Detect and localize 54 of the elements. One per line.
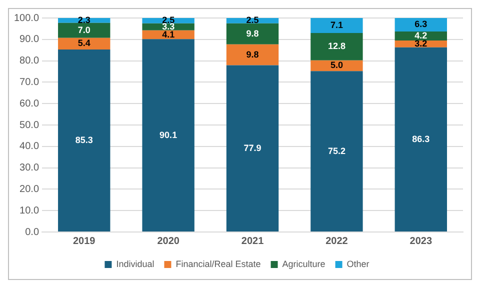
x-tick-label: 2020 xyxy=(157,236,180,247)
legend-label: Individual xyxy=(116,258,154,269)
x-tick-label: 2023 xyxy=(410,236,432,247)
y-tick-label: 40.0 xyxy=(20,141,40,152)
bar xyxy=(142,39,194,232)
y-tick-label: 10.0 xyxy=(20,205,40,216)
data-label: 6.3 xyxy=(414,19,428,30)
y-tick-label: 20.0 xyxy=(20,184,40,195)
data-label: 4.1 xyxy=(162,29,175,40)
y-tick-label: 80.0 xyxy=(20,56,40,67)
data-label: 2.5 xyxy=(246,15,259,26)
bar xyxy=(142,18,194,24)
legend-label: Other xyxy=(346,258,370,269)
bar xyxy=(226,23,279,44)
x-tick-label: 2022 xyxy=(326,236,348,247)
data-label: 5.0 xyxy=(330,60,343,70)
legend-label: Agriculture xyxy=(282,258,326,269)
bar xyxy=(394,40,448,48)
y-tick-label: 60.0 xyxy=(20,98,40,110)
data-label: 2.3 xyxy=(78,14,90,25)
bar xyxy=(394,47,448,232)
data-label: 90.1 xyxy=(160,130,178,140)
data-label: 5.4 xyxy=(78,38,90,48)
x-tick-label: 2021 xyxy=(241,236,264,247)
data-label: 86.3 xyxy=(412,134,430,144)
bar xyxy=(310,18,363,33)
y-tick-label: 100.0 xyxy=(14,12,40,24)
legend-label: Financial/Real Estate xyxy=(176,258,261,269)
bar xyxy=(394,18,448,32)
bar xyxy=(226,65,279,232)
y-tick-label: 70.0 xyxy=(20,76,40,88)
y-tick-label: 50.0 xyxy=(20,120,40,131)
y-tick-label: 0.0 xyxy=(25,226,40,238)
bar xyxy=(226,18,279,24)
bar xyxy=(310,71,363,232)
data-label: 85.3 xyxy=(75,134,93,145)
bar xyxy=(226,44,279,66)
data-label: 7.1 xyxy=(330,20,343,30)
x-tick-label: 2019 xyxy=(72,236,96,247)
bar xyxy=(58,22,110,38)
y-tick-label: 90.0 xyxy=(20,34,40,46)
bar xyxy=(310,32,363,60)
data-label: 75.2 xyxy=(328,146,346,156)
y-tick-label: 30.0 xyxy=(20,162,40,174)
data-label: 12.8 xyxy=(328,41,346,52)
data-label: 4.2 xyxy=(414,30,428,40)
data-label: 9.8 xyxy=(246,49,259,60)
data-label: 7.0 xyxy=(78,24,90,35)
bar xyxy=(58,49,110,232)
bar xyxy=(394,31,448,40)
data-label: 9.8 xyxy=(246,28,259,38)
data-label: 3.2 xyxy=(414,38,428,48)
data-label: 77.9 xyxy=(244,142,262,153)
bar xyxy=(58,38,110,50)
